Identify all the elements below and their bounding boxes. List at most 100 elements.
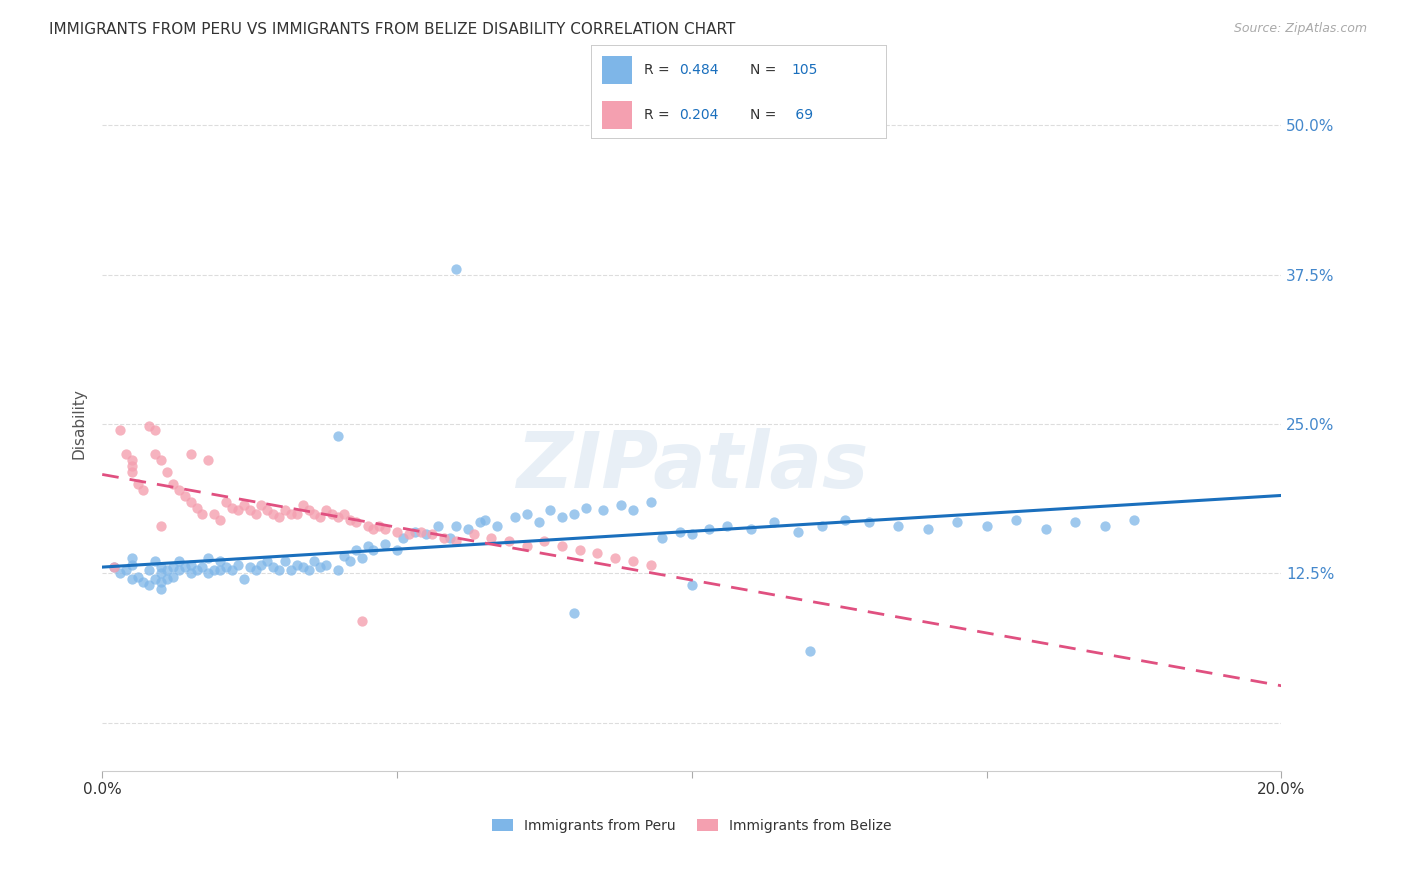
Point [409,524,432,539]
Point [221,500,243,515]
Point [946,515,969,529]
Point [138,578,160,592]
Point [398,527,420,541]
Point [226,503,249,517]
Point [404,524,426,539]
Point [114,447,136,461]
Point [610,499,633,513]
Point [422,527,444,541]
Point [444,534,467,549]
Point [256,554,278,568]
Point [498,534,520,549]
Point [215,494,238,508]
Point [256,503,278,517]
Point [232,499,254,513]
Point [592,503,614,517]
Point [197,550,219,565]
Point [180,447,202,461]
Point [285,558,308,573]
Point [291,499,314,513]
Point [304,507,326,521]
Point [132,574,155,589]
Point [1123,513,1146,527]
Point [103,560,125,574]
Point [640,494,662,508]
Point [167,563,190,577]
Point [621,554,644,568]
Point [239,503,262,517]
Point [363,522,385,536]
Point [197,453,219,467]
Point [121,465,143,479]
Point [716,518,738,533]
Point [356,518,378,533]
Y-axis label: Disability: Disability [72,389,86,459]
Point [226,558,249,573]
Point [180,494,202,508]
Point [162,570,184,584]
Text: IMMIGRANTS FROM PERU VS IMMIGRANTS FROM BELIZE DISABILITY CORRELATION CHART: IMMIGRANTS FROM PERU VS IMMIGRANTS FROM … [49,22,735,37]
Point [150,453,173,467]
Point [374,522,396,536]
Point [444,518,467,533]
Point [197,566,219,581]
Point [976,518,998,533]
Point [669,524,692,539]
Point [108,566,131,581]
Point [108,423,131,437]
Point [215,560,238,574]
Point [315,558,337,573]
Point [143,447,166,461]
Point [127,476,149,491]
Point [740,522,762,536]
Point [538,503,561,517]
Point [551,510,574,524]
Point [486,518,509,533]
Point [186,563,208,577]
Point [127,570,149,584]
Point [917,522,939,536]
Point [285,507,308,521]
Point [463,527,485,541]
Point [621,503,644,517]
Point [280,563,302,577]
Point [562,606,585,620]
Text: 105: 105 [792,63,818,77]
Point [150,582,173,596]
Point [167,483,190,497]
Text: 0.204: 0.204 [679,108,718,122]
Point [1035,522,1057,536]
Point [415,527,437,541]
Point [267,510,290,524]
Point [326,429,349,443]
Text: R =: R = [644,108,673,122]
Point [326,563,349,577]
FancyBboxPatch shape [602,56,631,84]
Point [344,515,367,529]
Point [173,489,195,503]
Point [121,458,143,473]
Point [516,507,538,521]
Point [339,554,361,568]
Point [763,515,786,529]
Point [551,539,574,553]
Point [887,518,910,533]
Point [156,573,179,587]
Point [186,500,208,515]
Point [143,573,166,587]
Point [586,546,609,560]
Point [433,531,456,545]
Text: ZIPatlas: ZIPatlas [516,427,868,504]
Point [121,558,143,573]
Point [150,574,173,589]
Point [333,549,356,563]
Point [575,500,598,515]
Point [297,563,319,577]
Point [356,539,378,553]
Point [605,550,627,565]
Point [209,554,232,568]
Point [562,507,585,521]
Point [385,542,408,557]
Point [180,566,202,581]
Point [516,539,538,553]
